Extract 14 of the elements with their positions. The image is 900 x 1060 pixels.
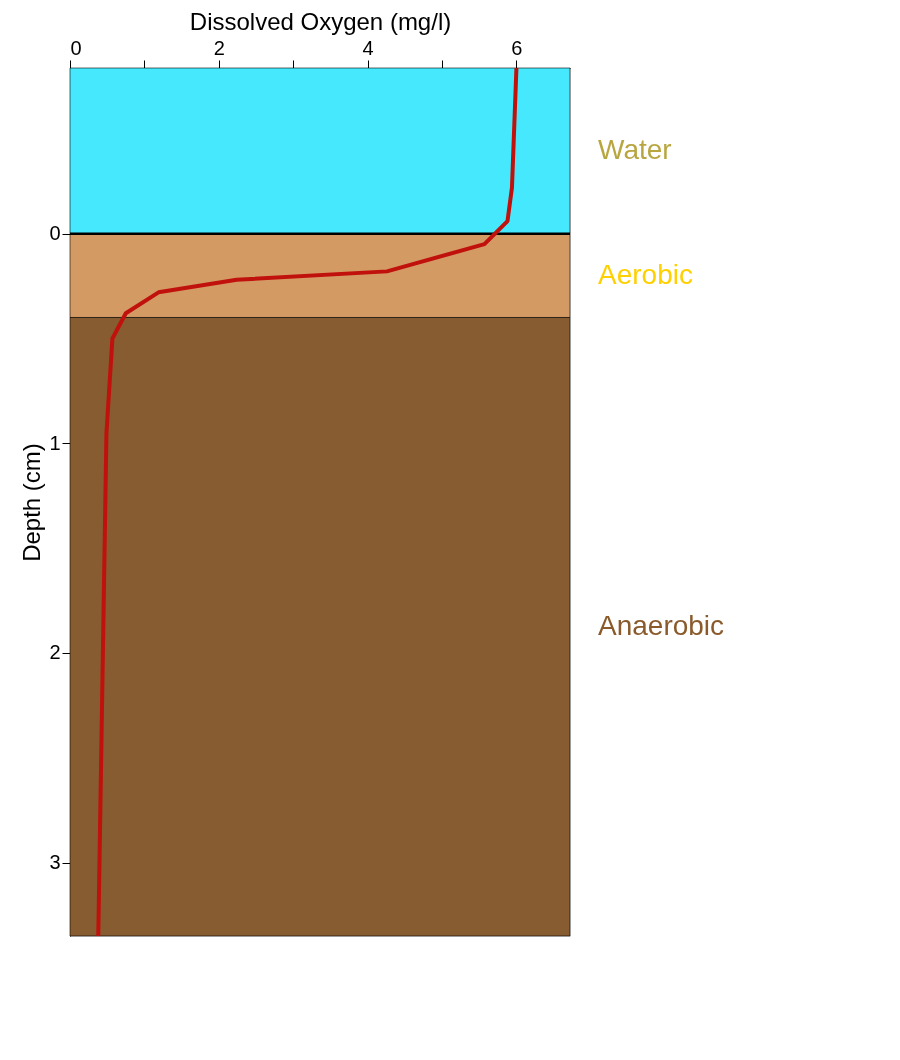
y-tick-label: 2 [49, 641, 61, 664]
band-label: Water [598, 133, 672, 165]
y-axis-title: Depth (cm) [18, 443, 46, 562]
x-tick-label: 4 [362, 36, 374, 59]
x-axis-title: Dissolved Oxygen (mg/l) [189, 7, 452, 35]
line-series [96, 68, 519, 936]
band-label: Anaerobic [598, 609, 725, 641]
y-tick-label: 1 [49, 431, 61, 454]
x-tick-label: 6 [511, 36, 523, 59]
y-tick-label: 3 [49, 851, 61, 874]
band-label: Aerobic [598, 258, 693, 290]
x-tick-label: 2 [213, 36, 225, 59]
x-tick-label: 0 [70, 36, 82, 59]
y-tick-label: 0 [49, 222, 61, 245]
